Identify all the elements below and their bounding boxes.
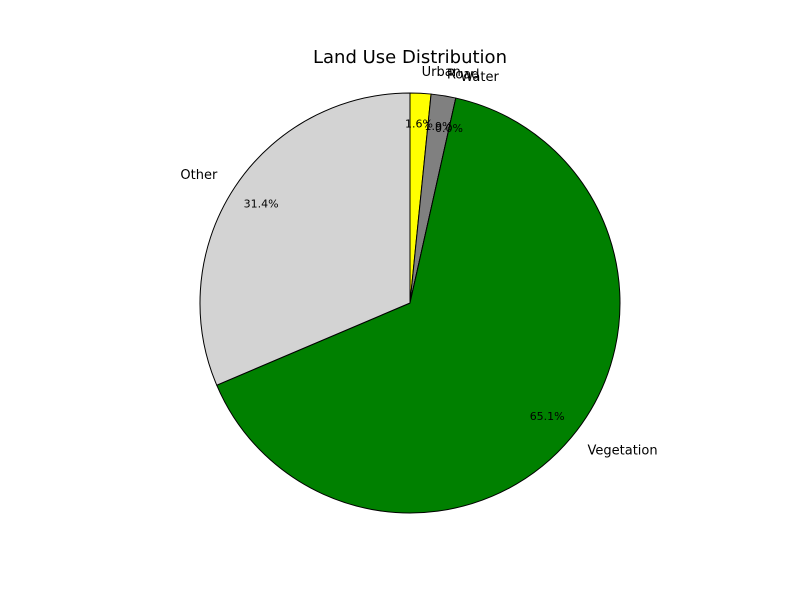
slice-percent-other: 31.4%: [244, 198, 279, 211]
slice-percent-water: 0.0%: [435, 122, 463, 135]
slice-label-vegetation: Vegetation: [588, 443, 658, 458]
slice-label-other: Other: [180, 168, 218, 183]
slice-percent-urban: 1.6%: [405, 118, 433, 131]
pie-slice-vegetation: [216, 97, 621, 514]
slice-label-road: Road: [447, 67, 480, 82]
chart-title: Land Use Distribution: [313, 47, 507, 68]
slice-label-water: Water: [460, 70, 499, 85]
pie-slice-other: [199, 92, 411, 386]
slice-percent-vegetation: 65.1%: [530, 410, 565, 423]
pie-labels: Urban 1.6% Road 1.9% Water 0.0% Vegetation 65.1…: [180, 65, 657, 459]
slice-percent-road: 1.9%: [425, 120, 453, 133]
slice-label-urban: Urban: [422, 65, 461, 80]
pie-slices: [199, 92, 621, 514]
